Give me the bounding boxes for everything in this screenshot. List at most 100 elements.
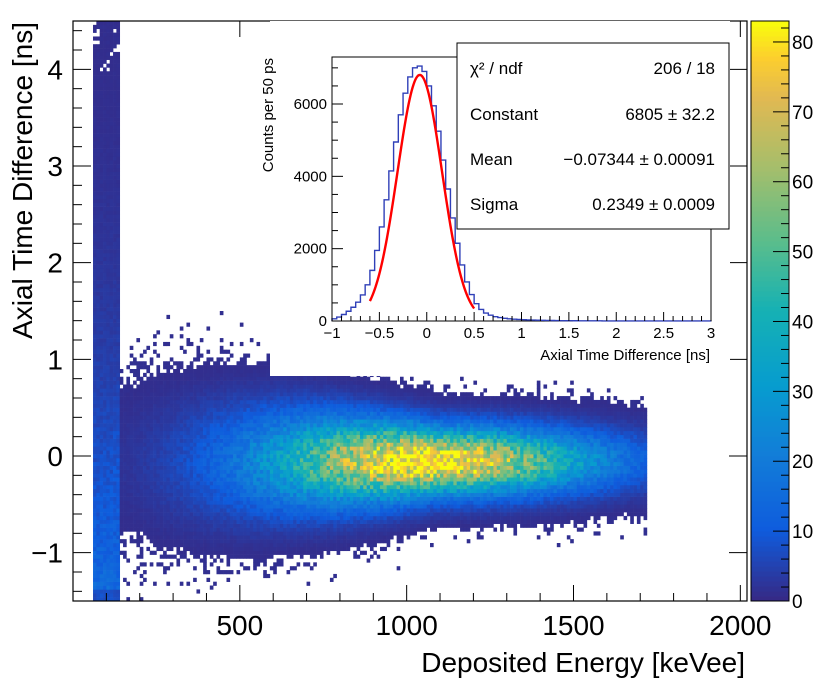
heatmap-cell <box>256 403 261 408</box>
heatmap-cell <box>346 546 351 552</box>
heatmap-cell <box>219 465 224 470</box>
heatmap-cell <box>309 473 314 478</box>
heatmap-cell <box>263 523 267 528</box>
heatmap-cell <box>113 465 117 470</box>
heatmap-cell <box>93 488 97 494</box>
heatmap-cell <box>269 388 274 393</box>
heatmap-cell <box>323 488 327 494</box>
heatmap-cell <box>176 492 181 497</box>
heatmap-cell <box>219 427 224 432</box>
heatmap-cell <box>123 500 127 505</box>
heatmap-cell <box>189 485 194 490</box>
heatmap-cell <box>176 411 181 416</box>
heatmap-cell <box>109 133 114 138</box>
heatmap-cell <box>156 434 161 439</box>
heatmap-cell <box>99 276 104 281</box>
heatmap-cell <box>153 349 157 354</box>
heatmap-cell <box>149 512 154 517</box>
heatmap-cell <box>119 465 124 470</box>
heatmap-cell <box>223 500 227 505</box>
heatmap-cell <box>219 369 224 374</box>
heatmap-cell <box>243 454 247 459</box>
heatmap-cell <box>149 380 154 385</box>
heatmap-cell <box>343 477 347 482</box>
heatmap-cell <box>276 461 281 466</box>
heatmap-cell <box>263 515 267 521</box>
heatmap-cell <box>256 457 261 463</box>
heatmap-cell <box>109 427 114 432</box>
heatmap-cell <box>93 229 97 234</box>
heatmap-cell <box>169 430 174 436</box>
heatmap-cell <box>96 508 100 513</box>
heatmap-cell <box>263 423 267 428</box>
heatmap-cell <box>266 430 271 436</box>
heatmap-cell <box>99 299 104 304</box>
heatmap-cell <box>323 392 327 397</box>
heatmap-cell <box>296 527 301 532</box>
heatmap-cell <box>279 415 284 420</box>
heatmap-cell <box>266 434 271 439</box>
heatmap-cell <box>366 376 371 381</box>
heatmap-cell <box>316 500 321 505</box>
heatmap-cell <box>306 461 311 466</box>
heatmap-cell <box>356 508 361 513</box>
heatmap-cell <box>179 399 184 405</box>
heatmap-cell <box>249 438 254 443</box>
heatmap-cell <box>343 438 347 443</box>
heatmap-cell <box>226 461 231 466</box>
heatmap-cell <box>163 508 167 513</box>
heatmap-cell <box>199 512 204 517</box>
heatmap-cell <box>139 581 144 586</box>
heatmap-cell <box>179 477 184 482</box>
heatmap-cell <box>186 399 191 405</box>
heatmap-cell <box>286 481 291 486</box>
heatmap-cell <box>246 407 251 412</box>
heatmap-cell <box>143 388 147 393</box>
heatmap-cell <box>199 454 204 459</box>
heatmap-cell <box>356 500 361 505</box>
heatmap-cell <box>109 531 114 536</box>
heatmap-cell <box>356 427 361 432</box>
heatmap-cell <box>339 500 344 505</box>
heatmap-cell <box>156 365 161 370</box>
heatmap-cell <box>336 473 341 478</box>
heatmap-cell <box>96 461 100 466</box>
heatmap-cell <box>276 454 281 459</box>
heatmap-cell <box>106 500 111 505</box>
heatmap-cell <box>309 469 314 474</box>
heatmap-cell <box>316 473 321 478</box>
heatmap-cell <box>326 465 331 470</box>
heatmap-cell <box>279 396 284 401</box>
heatmap-cell <box>106 469 111 474</box>
heatmap-cell <box>339 527 344 532</box>
heatmap-cell <box>183 527 187 532</box>
heatmap-cell <box>146 531 151 536</box>
heatmap-cell <box>316 411 321 416</box>
heatmap-cell <box>153 527 157 532</box>
heatmap-cell <box>319 454 324 459</box>
heatmap-cell <box>113 71 117 76</box>
heatmap-cell <box>306 411 311 416</box>
heatmap-cell <box>256 539 261 544</box>
heatmap-cell <box>189 434 194 439</box>
heatmap-cell <box>166 403 171 408</box>
heatmap-cell <box>216 442 221 447</box>
heatmap-cell <box>113 137 117 142</box>
heatmap-cell <box>213 372 217 378</box>
heatmap-cell <box>263 384 267 389</box>
heatmap-cell <box>333 504 337 509</box>
heatmap-cell <box>239 519 244 524</box>
heatmap-cell <box>276 419 281 424</box>
heatmap-cell <box>113 202 117 207</box>
heatmap-cell <box>276 481 281 486</box>
heatmap-cell <box>243 496 247 501</box>
heatmap-cell <box>116 531 121 536</box>
heatmap-cell <box>163 457 167 463</box>
heatmap-cell <box>109 543 114 548</box>
heatmap-cell <box>106 481 111 486</box>
heatmap-cell <box>106 543 111 548</box>
heatmap-cell <box>156 481 161 486</box>
heatmap-cell <box>356 519 361 524</box>
heatmap-cell <box>139 415 144 420</box>
heatmap-cell <box>189 361 194 366</box>
